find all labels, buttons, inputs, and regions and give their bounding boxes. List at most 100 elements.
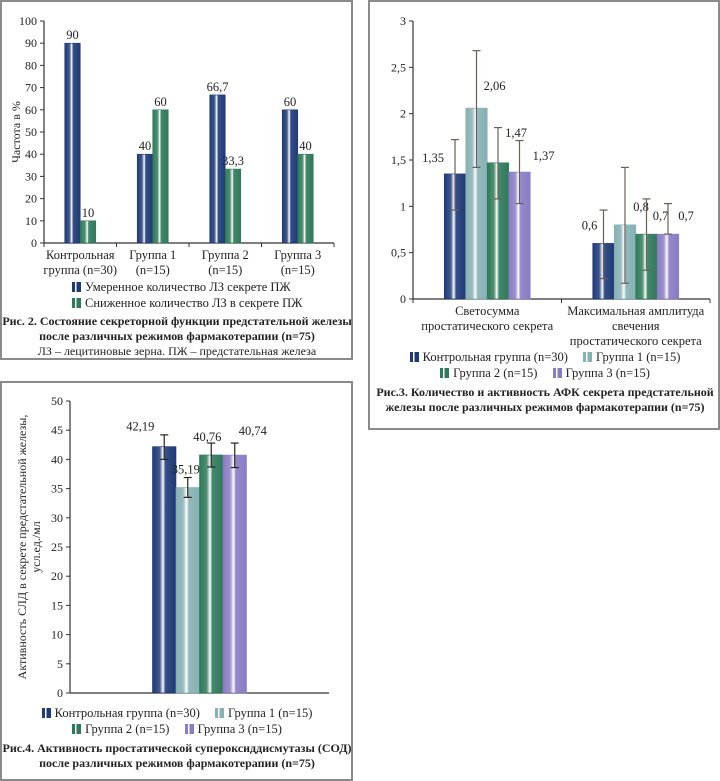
- y-axis-label: усл.ед./мл: [29, 521, 43, 573]
- legend-label: Контрольная группа (n=30): [54, 706, 200, 720]
- bar: [297, 153, 314, 244]
- bar: [656, 233, 680, 300]
- legend-swatch: [72, 298, 81, 308]
- y-tick-label: 30: [51, 511, 63, 525]
- data-label: 40,76: [193, 430, 221, 444]
- legend-label: Контрольная группа (n=30): [422, 350, 568, 364]
- figure-3-panel: 0 0,5 1 1,5 2 2,5 3 Светосумма простатического с…: [368, 0, 720, 430]
- legend-label: Группа 3 (n=15): [565, 366, 650, 380]
- legend-label: Группа 2 (n=15): [453, 366, 538, 380]
- y-tick-label: 50: [51, 394, 63, 408]
- caption-line: Рис.4. Активность простатической суперок…: [2, 741, 352, 755]
- data-label: 1,37: [533, 149, 555, 163]
- legend-label: Группа 1 (n=15): [228, 706, 313, 720]
- x-category-label: (n=15): [208, 263, 242, 277]
- x-category-label: группа (n=30): [43, 263, 117, 277]
- x-category-label: (n=15): [136, 263, 170, 277]
- data-label: 60: [284, 95, 297, 109]
- bar: [222, 454, 247, 694]
- x-category-label: Группа 3: [274, 248, 321, 262]
- bar: [209, 94, 226, 244]
- y-tick-label: 40: [25, 147, 37, 161]
- y-tick-label: 1,5: [391, 153, 406, 167]
- legend-swatch: [72, 282, 81, 292]
- y-tick-label: 45: [51, 423, 63, 437]
- figure-4-caption: Рис.4. Активность простатической суперок…: [2, 741, 352, 771]
- x-category-label: Светосумма: [455, 304, 520, 318]
- legend-swatch: [215, 708, 225, 718]
- caption-line: после различных режимов фармакотерапии (…: [39, 756, 315, 770]
- y-tick-label: 1: [400, 199, 406, 213]
- bar: [136, 153, 154, 244]
- x-category-label: Группа 1: [129, 248, 176, 262]
- caption-line: железы после различных режимов фармакоте…: [385, 400, 705, 414]
- data-label: 0,8: [633, 200, 649, 214]
- data-label: 33,3: [222, 154, 244, 168]
- y-tick-label: 40: [51, 452, 63, 466]
- y-tick-label: 0: [31, 236, 37, 250]
- legend-swatch: [552, 368, 562, 378]
- y-tick-label: 25: [51, 540, 63, 554]
- legend-label: Группа 3 (n=15): [197, 722, 282, 736]
- legend-item: Группа 2 (n=15): [440, 365, 537, 381]
- y-tick-label: 100: [19, 14, 37, 28]
- y-axis-label: Частота в %: [9, 101, 23, 163]
- y-tick-label: 35: [51, 482, 63, 496]
- x-category-label: простатического секрета: [421, 319, 553, 333]
- legend-swatch: [41, 708, 51, 718]
- figure-2-panel: 0 10 20 30 40 50 60 70 80 90 100 Частота в % Контрол…: [0, 0, 353, 360]
- figure-2-chart: 0 10 20 30 40 50 60 70 80 90 100 Частота в % Контрол…: [9, 14, 335, 277]
- legend-item: Сниженное количество ЛЗ в секрете ПЖ: [72, 295, 302, 311]
- legend-item: Группа 3 (n=15): [184, 721, 282, 737]
- y-tick-label: 10: [51, 628, 63, 642]
- bar: [175, 487, 200, 694]
- caption-line: Рис. 2. Состояние секреторной функции пр…: [2, 314, 352, 328]
- y-tick-label: 90: [25, 36, 37, 50]
- x-category-label: простатического секрета: [570, 334, 702, 348]
- y-tick-label: 5: [57, 657, 63, 671]
- y-tick-label: 80: [25, 58, 37, 72]
- figure-3-legend: Контрольная группа (n=30) Группа 1 (n=15…: [370, 349, 720, 381]
- bar: [199, 454, 224, 694]
- legend-item: Группа 1 (n=15): [215, 705, 312, 721]
- data-label: 0,7: [678, 209, 694, 223]
- legend-swatch: [583, 352, 593, 362]
- legend-label: Группа 2 (n=15): [85, 722, 170, 736]
- data-label: 40,74: [239, 424, 268, 438]
- figure-4-chart: 0 5 10 15 20 25 30 35 40 45 50 Активность СЛД в сек…: [15, 394, 329, 700]
- data-label: 60: [154, 95, 167, 109]
- data-label: 90: [66, 28, 79, 42]
- y-tick-label: 20: [51, 569, 63, 583]
- y-tick-label: 50: [25, 125, 37, 139]
- y-tick-label: 0,5: [391, 246, 406, 260]
- figure-2-caption: Рис. 2. Состояние секреторной функции пр…: [2, 314, 352, 359]
- legend-item: Группа 2 (n=15): [72, 721, 169, 737]
- legend-item: Группа 1 (n=15): [583, 349, 680, 365]
- data-label: 0,7: [653, 209, 669, 223]
- legend-label: Умеренное количество ЛЗ секрете ПЖ: [85, 280, 291, 294]
- caption-line: Рис.3. Количество и активность АФК секре…: [376, 385, 714, 399]
- legend-swatch: [184, 724, 194, 734]
- caption-note: ЛЗ – лецитиновые зерна. ПЖ – предстатель…: [37, 344, 317, 358]
- bar: [64, 42, 81, 244]
- y-tick-label: 70: [25, 81, 37, 95]
- data-label: 35,19: [172, 462, 200, 476]
- data-label: 0,6: [582, 218, 598, 232]
- y-tick-label: 0: [57, 686, 63, 700]
- y-axis-label: Активность СЛД в секрете предстательной …: [15, 415, 29, 680]
- y-tick-label: 60: [25, 103, 37, 117]
- bar: [152, 109, 169, 244]
- x-category-label: свечения: [612, 319, 660, 333]
- y-tick-label: 30: [25, 169, 37, 183]
- data-label: 1,47: [505, 126, 527, 140]
- legend-label: Группа 1 (n=15): [596, 350, 681, 364]
- figure-2-legend: Умеренное количество ЛЗ секрете ПЖ Сниже…: [72, 279, 302, 311]
- bar: [152, 446, 177, 694]
- legend-item: Умеренное количество ЛЗ секрете ПЖ: [72, 279, 302, 295]
- data-label: 2,06: [484, 79, 506, 93]
- y-tick-label: 2: [400, 107, 406, 121]
- legend-swatch: [72, 724, 82, 734]
- bar: [79, 220, 97, 244]
- data-label: 66,7: [207, 80, 229, 94]
- legend-label: Сниженное количество ЛЗ в секрете ПЖ: [85, 296, 303, 310]
